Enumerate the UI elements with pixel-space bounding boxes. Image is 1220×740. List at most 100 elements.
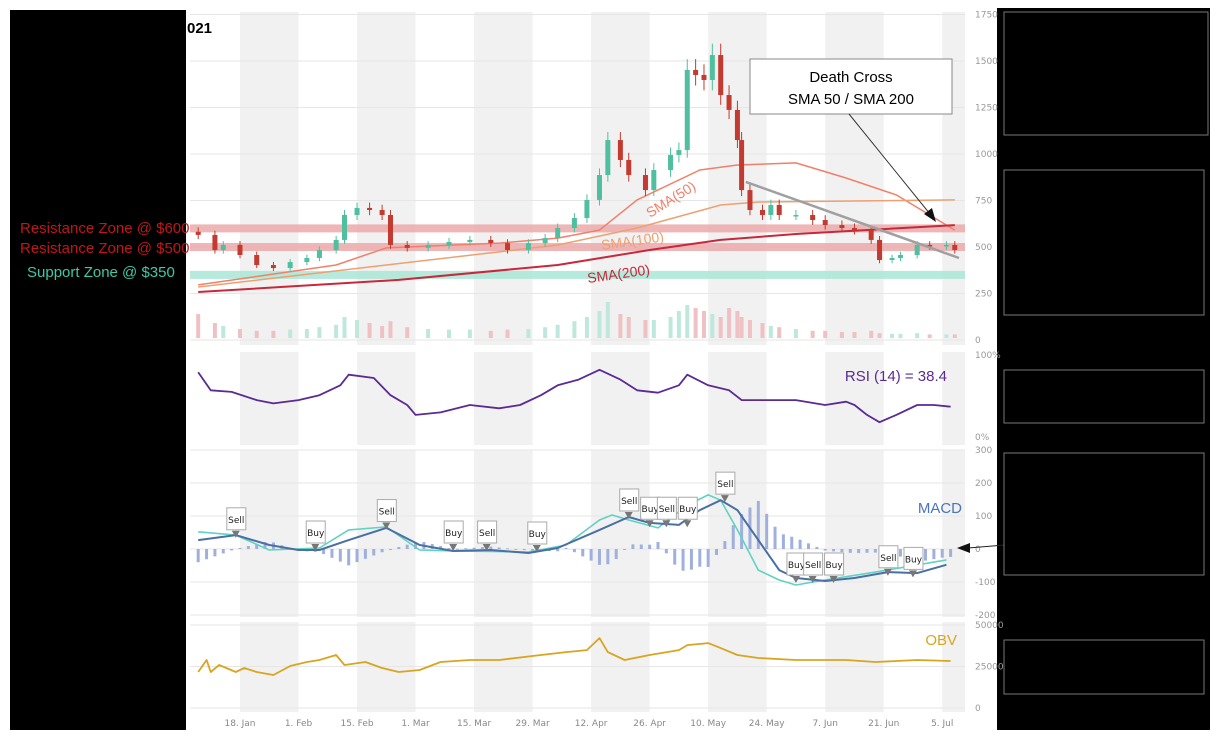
signal-label-box [903, 546, 924, 570]
volume-bar [898, 333, 903, 338]
macd-histogram-bar [263, 542, 267, 549]
triangle-down-icon [645, 520, 654, 528]
signal-label-box [824, 552, 845, 576]
callout-line1: Death Cross [809, 69, 892, 86]
signal-label: Buy [788, 561, 806, 571]
volume-bar [777, 327, 782, 338]
candle-body [195, 231, 201, 235]
triangle-down-icon [720, 495, 729, 503]
macd-histogram-bar [230, 549, 234, 551]
signal-marker-sell: Sell [878, 545, 899, 576]
macd-histogram-bar [363, 549, 367, 559]
macd-histogram-bar [723, 541, 727, 549]
date-band [591, 352, 650, 445]
triangle-down-icon [532, 544, 541, 552]
macd-histogram-bar [447, 548, 451, 550]
candle-body [596, 175, 602, 200]
volume-bar [288, 329, 293, 338]
macd-histogram-bar [689, 549, 693, 570]
rsi-label: RSI (14) = 38.4 [845, 368, 947, 385]
signal-label-box [305, 520, 326, 544]
macd-histogram-bar [581, 549, 585, 557]
volume-bar [727, 308, 732, 338]
macd-histogram-bar [832, 549, 836, 552]
candle-body [571, 217, 577, 229]
volume-bar [952, 334, 957, 338]
candle-body [333, 239, 339, 250]
macd-histogram-bar [623, 549, 627, 550]
candle-body [354, 207, 360, 216]
volume-bar [643, 320, 648, 338]
volume-bar [839, 332, 844, 338]
sma100-line [198, 199, 955, 288]
candle-body [651, 169, 657, 191]
macd-histogram-bar [464, 548, 468, 550]
triangle-down-icon [482, 544, 491, 551]
y-tick-label: 0 [975, 704, 981, 714]
candle-body [897, 254, 903, 258]
macd-histogram-bar [380, 549, 384, 553]
candle-body [739, 140, 745, 191]
candle-body [839, 225, 845, 229]
x-tick-label: 10. May [690, 719, 726, 729]
placeholder-box [1003, 11, 1209, 136]
triangle-down-icon [883, 568, 892, 576]
macd-histogram-bar [514, 549, 518, 550]
date-band [357, 12, 416, 345]
signal-line [198, 494, 947, 586]
signal-label: Sell [717, 480, 733, 490]
signal-label-box [715, 471, 736, 495]
candle-body [555, 228, 561, 239]
volume-bar [221, 326, 226, 338]
macd-histogram-bar [756, 500, 760, 549]
volume-bar [915, 333, 920, 338]
macd-histogram-bar [949, 549, 953, 557]
macd-histogram-bar [439, 546, 443, 549]
volume-bar [342, 317, 347, 338]
signal-label: Sell [880, 554, 896, 564]
volume-bar [823, 330, 828, 338]
candle-body [316, 249, 322, 258]
volume-bar [555, 324, 560, 338]
date-band [825, 352, 884, 445]
volume-bar [890, 333, 895, 338]
triangle-down-icon [382, 522, 391, 530]
signal-marker-sell: Sell [477, 520, 498, 551]
volume-bar [760, 323, 765, 338]
support-zone-band [190, 270, 965, 279]
volume-bar [584, 317, 589, 338]
y-tick-label: 0% [975, 433, 990, 443]
macd-histogram-bar [221, 549, 225, 554]
signal-marker-sell: Sell [619, 488, 640, 519]
macd-histogram-bar [815, 546, 819, 549]
volume-bar [852, 332, 857, 338]
date-band [942, 352, 965, 445]
date-band [825, 450, 884, 617]
date-band [708, 352, 767, 445]
candle-body [488, 239, 494, 244]
macd-histogram-bar [196, 549, 200, 563]
macd-histogram-bar [781, 534, 785, 549]
y-tick-label: 100% [975, 351, 1001, 361]
macd-histogram-bar [589, 549, 593, 561]
y-tick-label: 1000 [975, 150, 998, 160]
volume-bar [196, 314, 201, 338]
macd-histogram-bar [865, 549, 869, 553]
candle-body [617, 140, 623, 160]
macd-histogram-bar [873, 549, 877, 553]
x-tick-label: 21. Jun [868, 719, 899, 729]
obv-line [197, 637, 951, 676]
signal-label: Buy [307, 529, 325, 539]
date-band [240, 352, 299, 445]
signal-label: Buy [679, 505, 697, 515]
signal-label-box [443, 520, 464, 544]
triangle-down-icon [808, 576, 817, 584]
candle-body [701, 74, 707, 80]
volume-bar [334, 324, 339, 338]
candle-body [718, 55, 724, 96]
volume-bar [793, 329, 798, 338]
candle-body [404, 244, 410, 248]
x-tick-label: 18. Jan [224, 719, 255, 729]
signal-label: Sell [379, 508, 395, 518]
candle-body [676, 150, 682, 155]
